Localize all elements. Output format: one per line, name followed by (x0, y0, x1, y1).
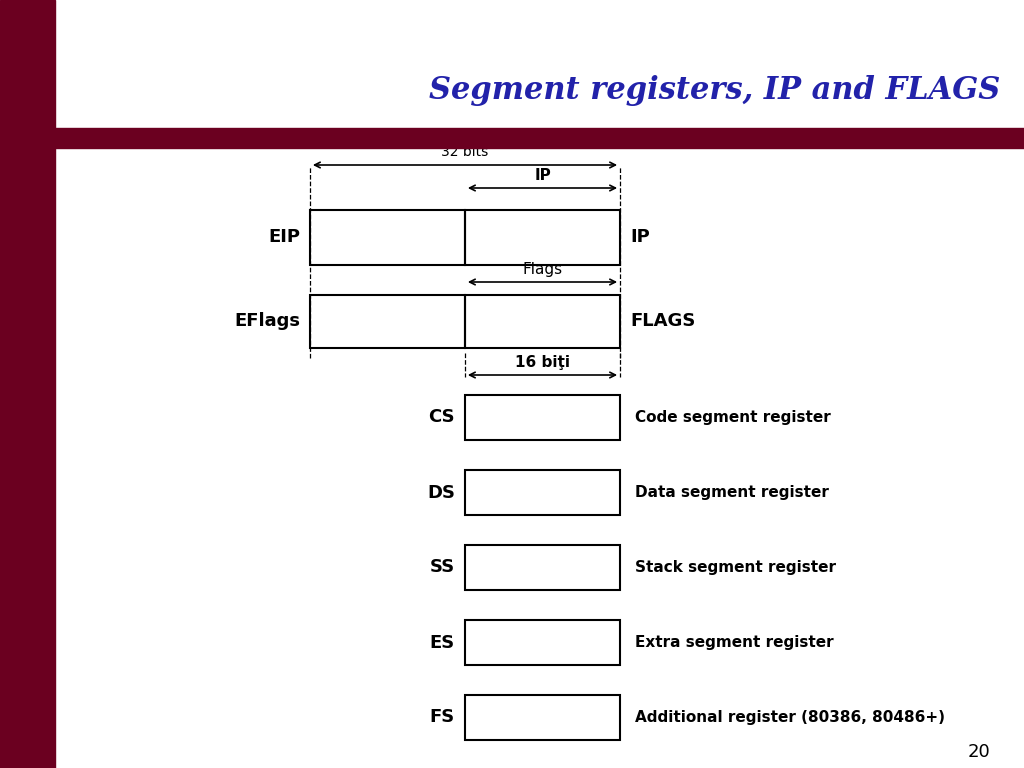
Text: FLAGS: FLAGS (630, 313, 695, 330)
Bar (465, 395, 620, 440)
Text: 16 biţi: 16 biţi (515, 355, 570, 370)
Bar (465, 295, 620, 348)
Text: 20: 20 (968, 743, 990, 761)
Text: Flags: Flags (522, 262, 562, 277)
Text: IP: IP (630, 229, 650, 247)
Text: FS: FS (430, 709, 455, 727)
Bar (465, 545, 620, 590)
Text: CS: CS (428, 409, 455, 426)
Text: IP: IP (535, 168, 551, 183)
Text: 32 bits: 32 bits (441, 145, 488, 159)
Bar (465, 695, 620, 740)
Text: EFlags: EFlags (234, 313, 300, 330)
Bar (465, 620, 620, 665)
Text: DS: DS (427, 484, 455, 502)
Bar (310, 210, 465, 265)
Bar (0, 128, 1024, 148)
Text: SS: SS (430, 558, 455, 577)
Bar (310, 295, 465, 348)
Bar (465, 470, 620, 515)
Text: Code segment register: Code segment register (635, 410, 830, 425)
Text: Extra segment register: Extra segment register (635, 635, 834, 650)
Text: EIP: EIP (268, 229, 300, 247)
Text: Segment registers, IP and FLAGS: Segment registers, IP and FLAGS (429, 74, 1000, 105)
Text: Stack segment register: Stack segment register (635, 560, 836, 575)
Bar (0, 0, 55, 768)
Text: Additional register (80386, 80486+): Additional register (80386, 80486+) (635, 710, 945, 725)
Text: Data segment register: Data segment register (635, 485, 828, 500)
Text: ES: ES (430, 634, 455, 651)
Bar (465, 210, 620, 265)
